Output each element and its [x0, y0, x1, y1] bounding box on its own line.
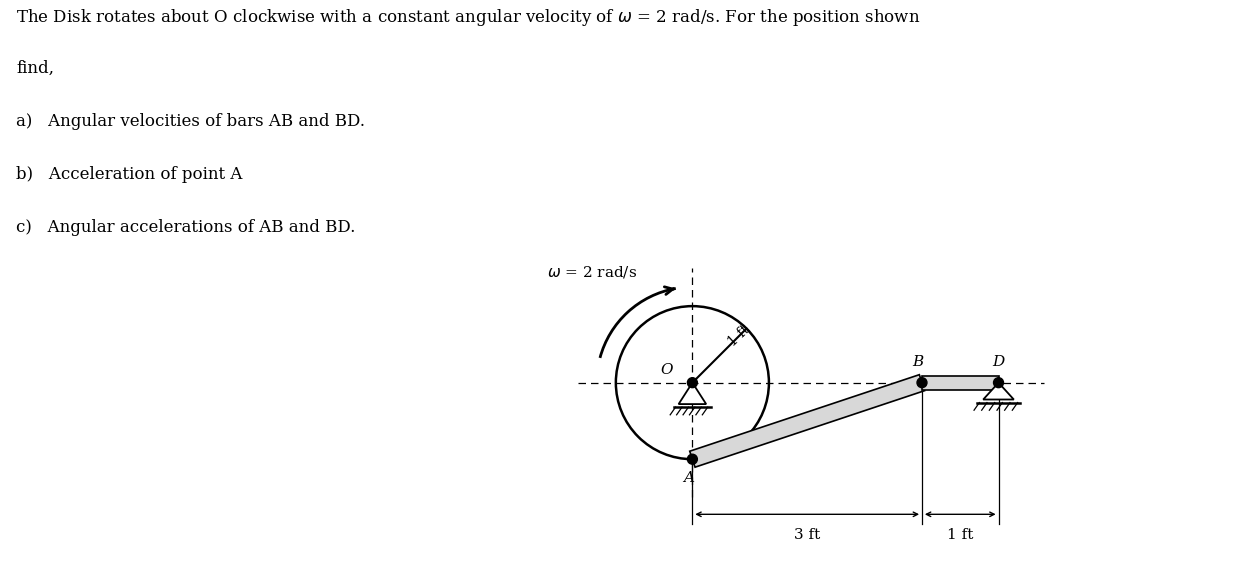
Text: 3 ft: 3 ft: [794, 528, 820, 542]
Text: find,: find,: [16, 60, 54, 77]
Text: c)   Angular accelerations of AB and BD.: c) Angular accelerations of AB and BD.: [16, 219, 356, 236]
Polygon shape: [679, 383, 706, 404]
Text: a)   Angular velocities of bars AB and BD.: a) Angular velocities of bars AB and BD.: [16, 113, 366, 130]
Text: 1 ft: 1 ft: [947, 528, 974, 542]
Circle shape: [994, 378, 1004, 387]
Polygon shape: [983, 383, 1014, 400]
Text: D: D: [993, 355, 1004, 369]
Text: O: O: [661, 363, 674, 377]
Circle shape: [687, 454, 697, 464]
Text: $\omega$ = 2 rad/s: $\omega$ = 2 rad/s: [547, 264, 637, 280]
Polygon shape: [690, 375, 925, 467]
Text: B: B: [913, 355, 924, 369]
Text: A: A: [684, 471, 694, 486]
Polygon shape: [921, 376, 999, 390]
Text: The Disk rotates about O clockwise with a constant angular velocity of $\omega$ : The Disk rotates about O clockwise with …: [16, 7, 920, 28]
Text: 1 ft: 1 ft: [726, 323, 752, 349]
Circle shape: [687, 378, 697, 387]
Circle shape: [916, 378, 926, 387]
Text: b)   Acceleration of point A: b) Acceleration of point A: [16, 166, 243, 183]
